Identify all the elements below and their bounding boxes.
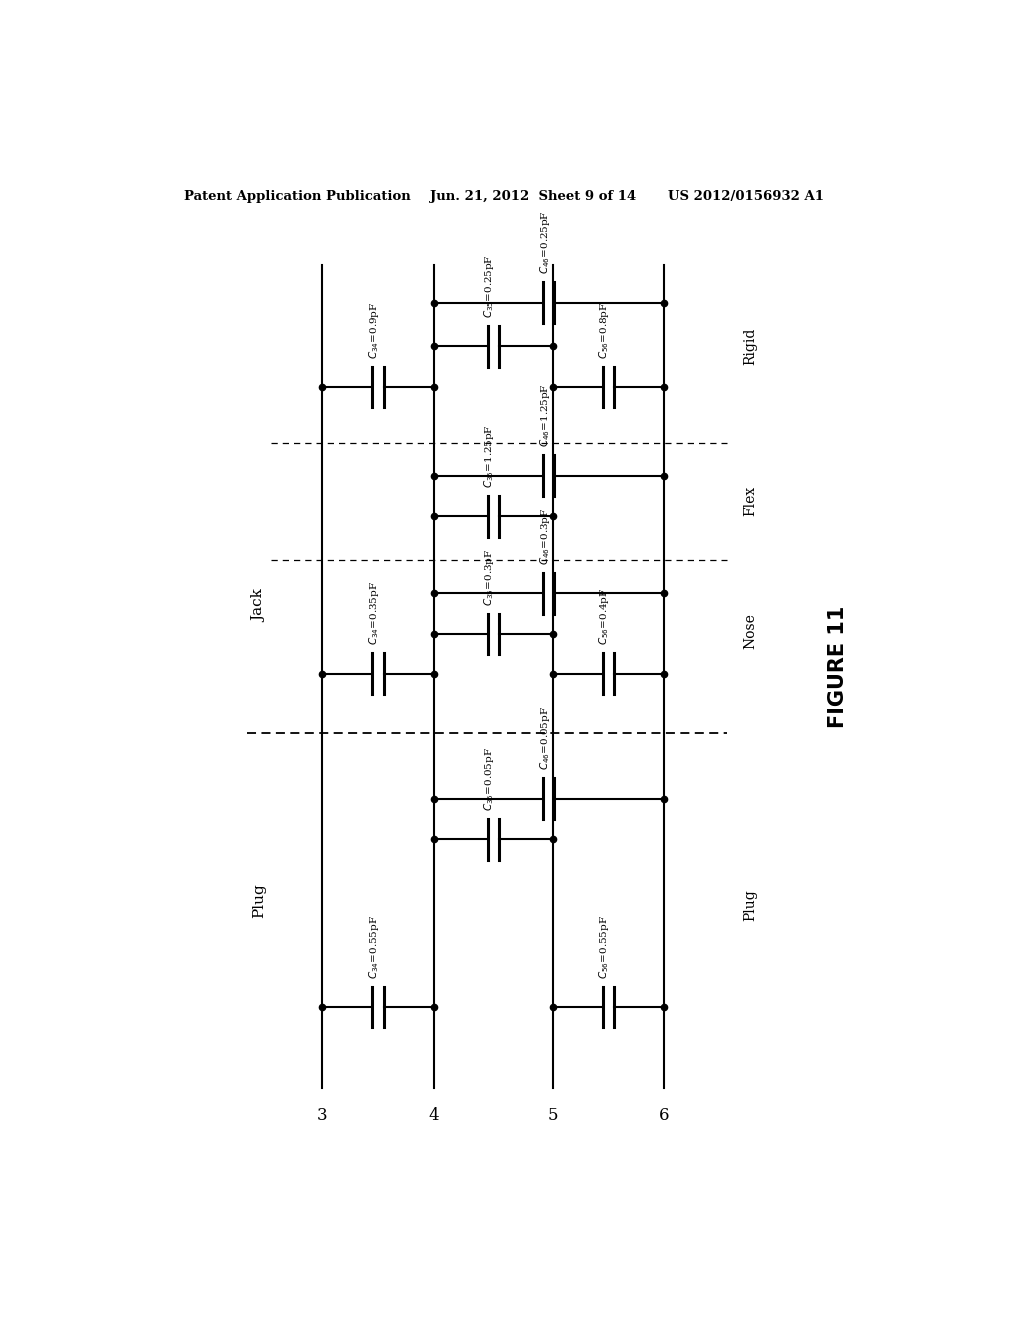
Text: US 2012/0156932 A1: US 2012/0156932 A1 [668,190,823,202]
Text: Flex: Flex [743,486,757,516]
Text: FIGURE 11: FIGURE 11 [828,606,848,727]
Text: $C_{\mathrm{35}}$=0.25pF: $C_{\mathrm{35}}$=0.25pF [482,255,496,318]
Text: Rigid: Rigid [743,327,757,366]
Text: Jun. 21, 2012  Sheet 9 of 14: Jun. 21, 2012 Sheet 9 of 14 [430,190,636,202]
Text: $C_{\mathrm{34}}$=0.55pF: $C_{\mathrm{34}}$=0.55pF [367,915,381,978]
Text: 5: 5 [547,1106,558,1123]
Text: Plug: Plug [252,883,266,917]
Text: $C_{\mathrm{56}}$=0.55pF: $C_{\mathrm{56}}$=0.55pF [597,915,611,978]
Text: $C_{\mathrm{46}}$=0.25pF: $C_{\mathrm{46}}$=0.25pF [538,211,552,275]
Text: 4: 4 [428,1106,439,1123]
Text: Plug: Plug [743,890,757,921]
Text: $C_{\mathrm{35}}$=0.05pF: $C_{\mathrm{35}}$=0.05pF [482,747,496,810]
Text: $C_{\mathrm{34}}$=0.9pF: $C_{\mathrm{34}}$=0.9pF [367,301,381,359]
Text: $C_{\mathrm{35}}$=0.3pF: $C_{\mathrm{35}}$=0.3pF [482,548,496,606]
Text: 3: 3 [317,1106,328,1123]
Text: $C_{\mathrm{46}}$=0.05pF: $C_{\mathrm{46}}$=0.05pF [538,706,552,771]
Text: $C_{\mathrm{34}}$=0.35pF: $C_{\mathrm{34}}$=0.35pF [367,581,381,645]
Text: Nose: Nose [743,612,757,649]
Text: 6: 6 [658,1106,669,1123]
Text: Patent Application Publication: Patent Application Publication [183,190,411,202]
Text: Jack: Jack [252,589,266,622]
Text: $C_{\mathrm{46}}$=1.25pF: $C_{\mathrm{46}}$=1.25pF [538,383,552,447]
Text: $C_{\mathrm{56}}$=0.8pF: $C_{\mathrm{56}}$=0.8pF [597,302,611,359]
Text: $C_{\mathrm{46}}$=0.3pF: $C_{\mathrm{46}}$=0.3pF [538,508,552,565]
Text: $C_{\mathrm{56}}$=0.4pF: $C_{\mathrm{56}}$=0.4pF [597,587,611,645]
Text: $C_{\mathrm{35}}$=1.25pF: $C_{\mathrm{35}}$=1.25pF [482,424,496,487]
